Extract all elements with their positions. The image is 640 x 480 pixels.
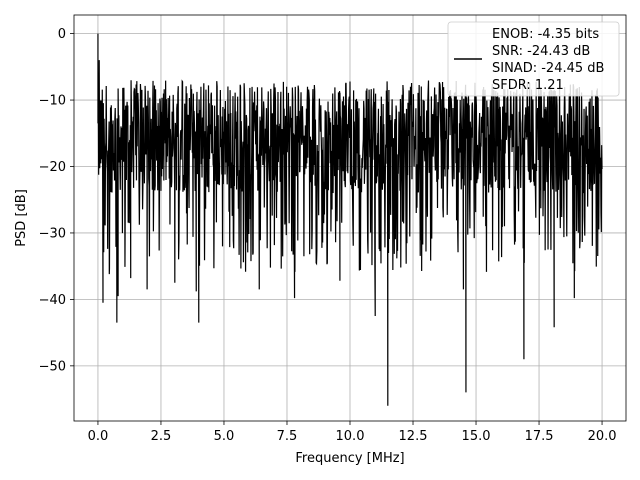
psd-series xyxy=(97,33,603,406)
y-axis-label: PSD [dB] xyxy=(14,189,29,247)
y-tick-label: −30 xyxy=(39,226,66,241)
y-tick-label: −40 xyxy=(39,293,66,308)
x-tick-label: 20.0 xyxy=(588,429,617,444)
legend-entry-sinad: SINAD: -24.45 dB xyxy=(492,61,604,76)
psd-trace xyxy=(97,33,603,406)
legend-entry-sfdr: SFDR: 1.21 xyxy=(492,78,564,93)
x-tick-label: 12.5 xyxy=(399,429,428,444)
y-tick-label: −20 xyxy=(39,160,66,175)
x-tick-label: 0.0 xyxy=(88,429,109,444)
legend-entry-enob: ENOB: -4.35 bits xyxy=(492,27,599,42)
x-tick-label: 10.0 xyxy=(336,429,365,444)
x-axis-label: Frequency [MHz] xyxy=(295,451,404,466)
y-tick-label: −10 xyxy=(39,94,66,109)
x-tick-label: 5.0 xyxy=(214,429,235,444)
x-tick-label: 7.5 xyxy=(277,429,298,444)
y-tick-label: −50 xyxy=(39,359,66,374)
x-tick-label: 17.5 xyxy=(525,429,554,444)
x-tick-label: 15.0 xyxy=(462,429,491,444)
legend: ENOB: -4.35 bits SNR: -24.43 dB SINAD: -… xyxy=(447,21,620,97)
legend-box xyxy=(447,21,620,97)
y-tick-label: 0 xyxy=(58,27,66,42)
legend-entry-snr: SNR: -24.43 dB xyxy=(492,44,590,59)
x-tick-label: 2.5 xyxy=(151,429,172,444)
axis-ticks: 0.0 2.5 5.0 7.5 10.0 12.5 15.0 17.5 20.0 0 −10 −20 −… xyxy=(39,27,617,444)
